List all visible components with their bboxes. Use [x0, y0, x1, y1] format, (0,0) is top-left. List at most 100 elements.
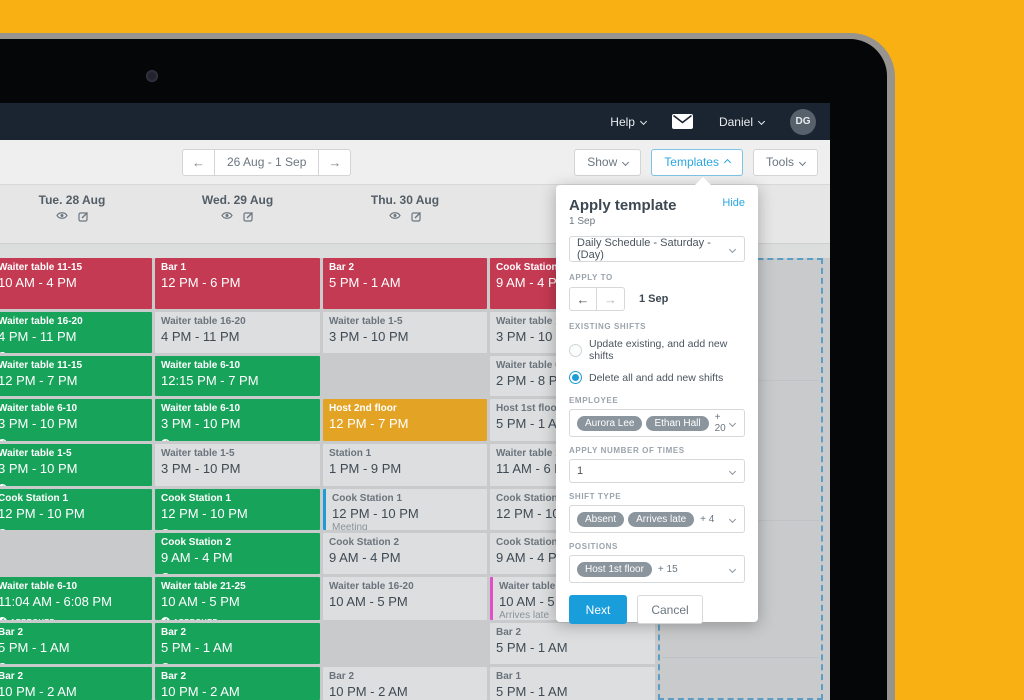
webcam-icon [146, 70, 158, 82]
messages-button[interactable] [671, 114, 693, 129]
existing-shifts-label: EXISTING SHIFTS [569, 322, 647, 331]
shift-note: Arrives late [499, 610, 550, 620]
user-menu[interactable]: Daniel [719, 115, 766, 129]
shift-block[interactable]: Bar 2 5 PM - 1 AM ✓APPROVED [155, 623, 320, 664]
shift-block[interactable]: Waiter table 1-5 3 PM - 10 PM ✓APPROVED [0, 444, 152, 486]
shift-block[interactable]: Cook Station 2 9 AM - 4 PM ✓APPROVED [155, 533, 320, 574]
apply-prev-day-button[interactable]: ← [569, 287, 597, 311]
shift-time: 10 PM - 2 AM [0, 684, 77, 699]
shift-block[interactable]: Waiter table 21-25 10 AM - 5 PM ✓APPROVED [155, 577, 320, 620]
chevron-down-icon [622, 158, 630, 166]
templates-button[interactable]: Templates [651, 148, 743, 176]
prev-week-button[interactable]: ← [182, 148, 215, 176]
chevron-down-icon [728, 245, 737, 253]
existing-shifts-radio-option[interactable]: Delete all and add new shifts [569, 371, 745, 384]
shift-block[interactable]: Bar 2 5 PM - 1 AM ✓APPROVED [0, 623, 152, 664]
edit-icon[interactable] [77, 211, 89, 222]
shift-block[interactable]: Cook Station 1 12 PM - 10 PM ✓APPROVED [155, 489, 320, 530]
shift-title: Cook Station 2 [161, 537, 232, 548]
shift-block[interactable]: Station 1 1 PM - 9 PM [323, 444, 487, 486]
apply-to-label: APPLY TO [569, 273, 613, 282]
shift-title: Waiter table 16-20 [161, 316, 246, 327]
edit-icon[interactable] [243, 211, 254, 222]
calendar-toolbar: ← 26 Aug - 1 Sep → Show Templates Tools [0, 140, 830, 185]
tools-button[interactable]: Tools [752, 148, 818, 176]
selected-tag-pill: Absent [577, 511, 625, 527]
day-header: Thu. 30 Aug [323, 193, 487, 222]
shift-title: Waiter table 16-20 [329, 581, 414, 592]
approved-label: APPROVED [173, 529, 218, 530]
approved-label: APPROVED [173, 663, 218, 664]
shift-block[interactable]: Waiter table 6-10 3 PM - 10 PM ✓APPROVED [0, 399, 152, 441]
check-icon: ✓ [161, 439, 170, 441]
times-select[interactable]: 1 [569, 459, 745, 483]
shift-time: 4 PM - 11 PM [0, 329, 77, 344]
eye-icon[interactable] [55, 211, 68, 220]
apply-next-day-button[interactable]: → [597, 287, 625, 311]
shift-block[interactable]: Waiter table 6-10 3 PM - 10 PM ✓APPROVED [155, 399, 320, 441]
cancel-button[interactable]: Cancel [637, 595, 703, 624]
shift-time: 2 PM - 8 PM [496, 373, 569, 388]
next-week-button[interactable]: → [319, 148, 352, 176]
shift-block[interactable]: Bar 2 10 PM - 2 AM [323, 667, 487, 700]
shift-block[interactable]: Bar 1 12 PM - 6 PM [155, 258, 320, 309]
shift-type-more-count: + 4 [700, 513, 715, 525]
shift-block[interactable]: Cook Station 1 12 PM - 10 PM Meeting [323, 489, 487, 530]
eye-icon[interactable] [388, 211, 401, 220]
radio-unselected-icon[interactable] [569, 343, 582, 357]
approved-badge: ✓APPROVED [161, 663, 218, 664]
shift-title: Waiter table 6-10 [0, 403, 78, 414]
shift-block[interactable]: Bar 2 10 PM - 2 AM [0, 667, 152, 700]
existing-shifts-radio-option[interactable]: Update existing, and add new shifts [569, 338, 745, 362]
shift-title: Bar 2 [161, 671, 187, 682]
shift-block[interactable]: Bar 2 5 PM - 1 AM [323, 258, 487, 309]
help-menu[interactable]: Help [610, 115, 648, 129]
radio-selected-icon[interactable] [569, 371, 582, 384]
positions-label: POSITIONS [569, 542, 618, 551]
shift-time: 9 AM - 4 PM [496, 550, 568, 565]
shift-block[interactable]: Bar 2 10 PM - 2 AM [155, 667, 320, 700]
shift-block[interactable]: Cook Station 1 12 PM - 10 PM ✓APPROVED [0, 489, 152, 530]
shift-type-label: SHIFT TYPE [569, 492, 622, 501]
shift-time: 5 PM - 1 AM [161, 640, 233, 655]
shift-block[interactable]: Bar 1 5 PM - 1 AM [490, 667, 655, 700]
shift-title: Waiter table 1-5 [161, 448, 235, 459]
shift-title: Bar 2 [0, 627, 24, 638]
shift-block[interactable]: Waiter table 11-15 10 AM - 4 PM [0, 258, 152, 309]
shift-note: Meeting [332, 522, 368, 530]
day-header-label: Thu. 30 Aug [370, 193, 440, 207]
edit-icon[interactable] [410, 211, 422, 222]
shift-block[interactable]: Cook Station 2 9 AM - 4 PM [323, 533, 487, 574]
employee-select[interactable]: Aurora Lee Ethan Hall + 20 [569, 409, 745, 437]
next-button[interactable]: Next [569, 595, 627, 624]
approved-badge: ✓APPROVED [0, 484, 55, 486]
approved-badge: ✓APPROVED [0, 352, 55, 353]
toolbar-actions: Show Templates Tools [574, 148, 818, 176]
shift-block[interactable]: Waiter table 16-20 4 PM - 11 PM [155, 312, 320, 353]
shift-title: Waiter table 16-20 [0, 316, 83, 327]
positions-select[interactable]: Host 1st floor + 15 [569, 555, 745, 583]
hide-link[interactable]: Hide [722, 197, 745, 209]
shift-block[interactable]: Waiter table 16-20 10 AM - 5 PM [323, 577, 487, 620]
template-select[interactable]: Daily Schedule - Saturday - (Day) [569, 236, 745, 262]
approved-badge: ✓APPROVED [0, 439, 55, 441]
shift-title: Waiter table 6-10 [0, 581, 78, 592]
shift-block[interactable]: Bar 2 5 PM - 1 AM [490, 623, 655, 664]
day-column: Bar 1 12 PM - 6 PM Waiter table 16-20 4 PM … [155, 258, 320, 700]
shift-time: 12 PM - 7 PM [0, 373, 78, 388]
selected-tag-pill: Aurora Lee [577, 415, 643, 431]
shift-block[interactable]: Waiter table 1-5 3 PM - 10 PM [155, 444, 320, 486]
shift-time: 3 PM - 10 PM [161, 416, 241, 431]
date-range-button[interactable]: 26 Aug - 1 Sep [215, 148, 320, 176]
show-button[interactable]: Show [574, 148, 642, 176]
shift-block[interactable]: Waiter table 16-20 4 PM - 11 PM ✓APPROVED [0, 312, 152, 353]
employee-more-count: + 20 [714, 412, 726, 434]
shift-block[interactable]: Waiter table 6-10 11:04 AM - 6:08 PM ✓APPR… [0, 577, 152, 620]
eye-icon[interactable] [221, 211, 233, 220]
shift-type-select[interactable]: Absent Arrives late + 4 [569, 505, 745, 533]
shift-block[interactable]: Waiter table 1-5 3 PM - 10 PM [323, 312, 487, 353]
shift-block[interactable]: Host 2nd floor 12 PM - 7 PM [323, 399, 487, 441]
avatar[interactable]: DG [790, 108, 816, 135]
